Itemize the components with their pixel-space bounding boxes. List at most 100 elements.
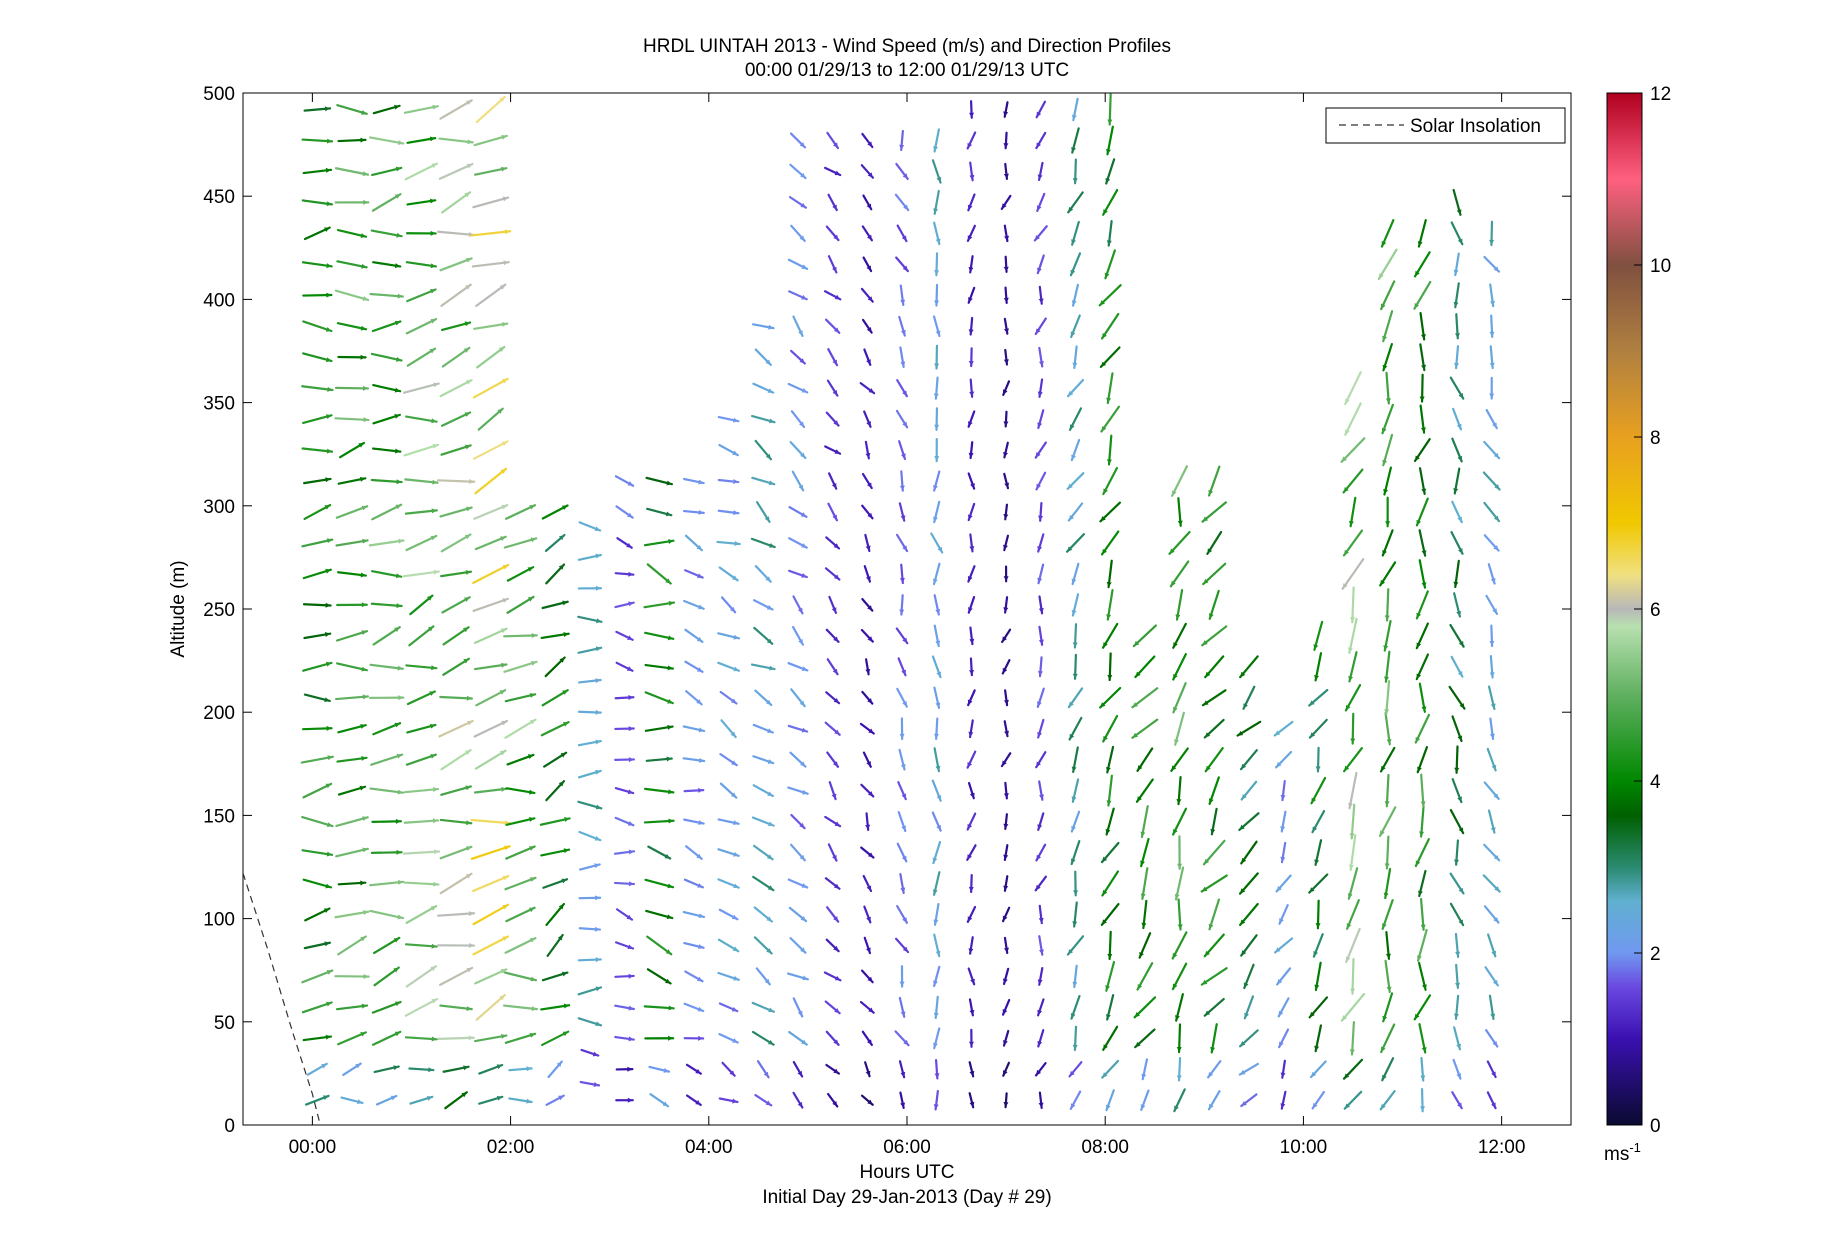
wind-arrow [1035,100,1047,119]
wind-arrow [615,505,634,519]
wind-arrow [403,818,440,824]
wind-arrow [752,784,774,798]
wind-arrow [334,289,370,301]
wind-arrow [438,162,474,180]
wind-arrow [472,196,510,209]
wind-arrow [717,938,740,953]
wind-arrow [1377,248,1398,280]
wind-arrow [1243,963,1255,990]
wind-arrow [1102,466,1119,496]
wind-arrow [404,508,438,515]
wind-arrow [405,664,438,671]
wind-arrow [647,845,672,860]
wind-arrow [302,568,332,580]
wind-arrow [719,753,738,767]
wind-arrow [473,134,508,147]
wind-arrow [1483,905,1500,924]
wind-arrow [966,905,977,923]
wind-arrow [1003,689,1009,707]
wind-arrow [1453,1026,1462,1051]
wind-arrow [439,379,473,398]
wind-arrow [1037,812,1045,831]
wind-arrow [1100,312,1120,340]
wind-arrow [1170,747,1189,772]
wind-arrow [1483,501,1501,523]
wind-arrow [1175,993,1184,1022]
wind-arrow [613,849,636,855]
y-tick-label: 500 [203,84,235,105]
wind-arrow [578,830,602,842]
wind-arrow [1072,901,1078,928]
wind-arrow [1072,158,1078,185]
wind-arrow [1036,254,1045,275]
wind-arrow [504,1032,537,1044]
wind-arrow [646,968,672,985]
wind-arrow [1485,594,1499,615]
wind-arrow [750,537,776,549]
wind-arrow [824,1000,841,1015]
wind-arrow [1105,745,1115,774]
wind-arrow [896,842,908,863]
wind-arrow [340,1096,364,1105]
wind-arrow [1003,844,1009,862]
wind-arrow [438,137,474,145]
wind-arrow [1340,437,1366,463]
wind-arrow [1106,774,1113,807]
wind-arrow [1099,686,1122,709]
wind-arrow [614,695,635,701]
wind-arrow [335,1003,369,1011]
wind-arrow [827,193,838,212]
wind-arrow [969,657,975,677]
wind-arrow [505,817,536,826]
wind-arrow [439,506,473,518]
wind-arrow [405,261,438,269]
wind-arrow [1102,1025,1119,1051]
wind-arrow [864,1061,871,1078]
wind-arrow [1418,682,1427,713]
wind-arrow [933,221,941,246]
wind-arrow [1486,1060,1497,1079]
wind-arrow [1418,559,1427,589]
wind-arrow [1035,843,1047,862]
wind-arrow [1448,685,1466,710]
wind-arrow [756,1060,770,1079]
wind-arrow [718,908,739,921]
x-axis: 00:00 02:00 04:00 06:00 08:00 10:00 12:00 [289,93,1525,1158]
wind-arrow [614,787,635,795]
wind-arrow [826,658,839,676]
wind-arrow [371,818,403,824]
wind-arrow [754,1094,773,1107]
wind-arrow [478,1063,504,1075]
wind-arrow [1066,472,1085,490]
wind-arrow [1418,529,1427,557]
colorbar-unit-exponent: -1 [1629,1140,1641,1155]
wind-arrow [717,661,741,672]
wind-arrow [683,878,705,889]
wind-arrow [403,443,440,457]
wind-arrow [1003,534,1010,552]
wind-arrow [968,255,974,274]
wind-arrow [1414,838,1430,868]
wind-arrow [685,845,703,860]
wind-arrow [1384,588,1390,622]
y-tick-label: 400 [203,290,235,311]
wind-arrow [1071,778,1080,803]
wind-arrow [369,136,405,146]
wind-arrow [898,502,906,522]
wind-arrow [440,533,472,553]
wind-arrow [370,849,403,855]
wind-arrow [372,447,402,454]
wind-arrow [440,749,472,771]
wind-arrow [1071,593,1080,617]
wind-arrow [438,719,474,738]
wind-arrow [336,602,368,608]
wind-arrow [898,315,906,337]
wind-arrow [894,937,910,954]
wind-arrow [1280,810,1287,833]
wind-arrow [1034,317,1047,336]
wind-arrow [792,595,804,615]
wind-arrow [1098,284,1122,307]
wind-arrow [645,476,674,486]
wind-arrow [1489,283,1495,308]
